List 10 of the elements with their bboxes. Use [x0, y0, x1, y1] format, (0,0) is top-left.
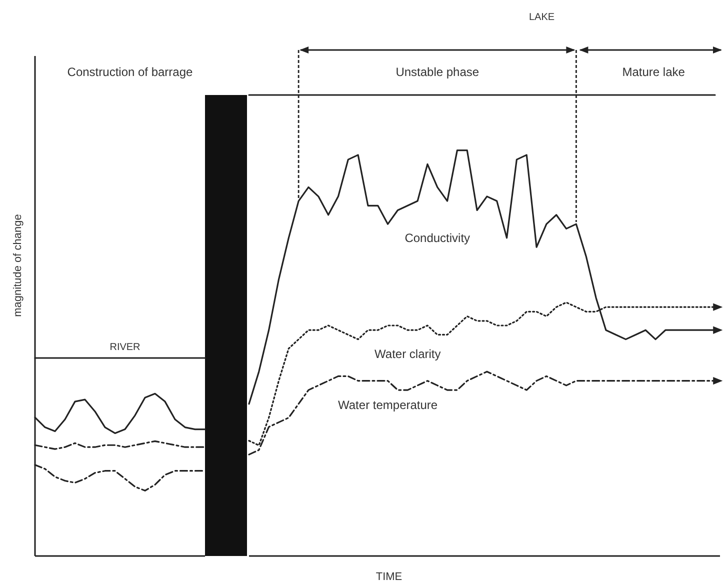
series-label: Water temperature: [338, 398, 438, 412]
text: Mature lake: [622, 65, 686, 79]
text: LAKE: [529, 12, 555, 23]
y-axis-title: magnitude of change: [12, 214, 24, 317]
series-label: Water clarity: [374, 347, 441, 362]
series-label: Conductivity: [404, 231, 470, 246]
text: RIVER: [110, 342, 140, 353]
x-axis-title: TIME: [376, 571, 402, 583]
text: Construction of barrage: [67, 65, 194, 79]
text: Unstable phase: [396, 65, 480, 79]
